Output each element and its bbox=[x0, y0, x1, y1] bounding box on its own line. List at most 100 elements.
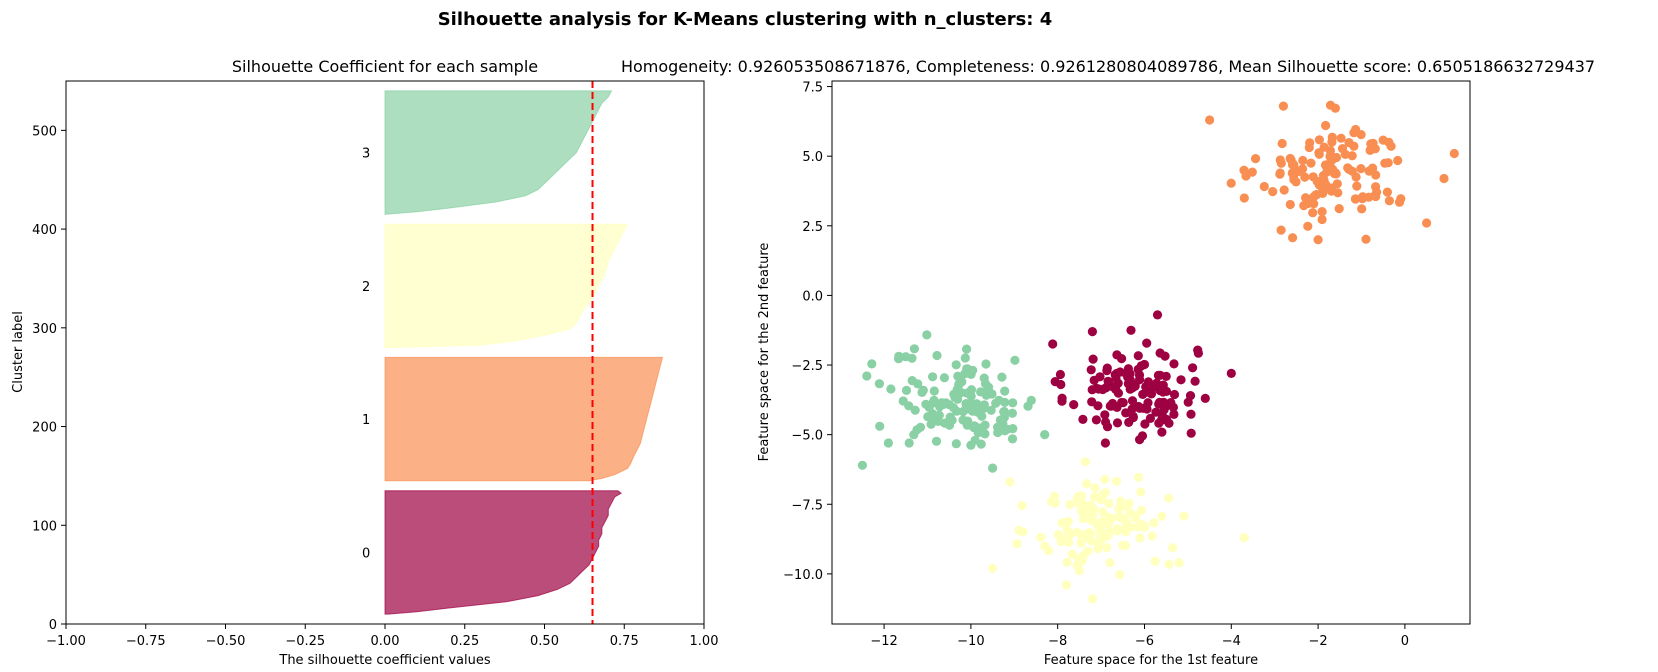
silhouette-y-label: Cluster label bbox=[11, 311, 26, 393]
scatter-point-cluster-0 bbox=[1106, 401, 1116, 411]
scatter-point-cluster-0 bbox=[1101, 417, 1111, 427]
scatter-point-cluster-1 bbox=[1340, 149, 1350, 159]
y-tick-label: 0 bbox=[49, 618, 57, 633]
cluster-label-3: 3 bbox=[362, 147, 370, 162]
scatter-point-cluster-3 bbox=[962, 364, 973, 374]
scatter-point-cluster-1 bbox=[1356, 164, 1366, 174]
scatter-point-cluster-3 bbox=[886, 384, 896, 394]
scatter-point-cluster-1 bbox=[1349, 141, 1359, 151]
scatter-point-cluster-2 bbox=[1095, 517, 1105, 528]
scatter-point-cluster-2 bbox=[1080, 457, 1090, 467]
scatter-point-cluster-1 bbox=[1276, 225, 1286, 235]
scatter-point-cluster-0 bbox=[1069, 400, 1079, 410]
scatter-point-cluster-3 bbox=[901, 352, 911, 362]
scatter-point-cluster-1 bbox=[1308, 208, 1318, 218]
scatter-point-cluster-0 bbox=[1135, 403, 1145, 413]
scatter-point-cluster-1 bbox=[1317, 214, 1327, 225]
scatter-point-cluster-1 bbox=[1317, 183, 1327, 193]
scatter-point-cluster-2 bbox=[1136, 487, 1146, 497]
scatter-point-cluster-2 bbox=[1105, 514, 1115, 524]
scatter-point-cluster-3 bbox=[929, 395, 939, 405]
scatter-point-cluster-2 bbox=[1090, 483, 1100, 493]
silhouette-x-ticks: −1.00 −0.75 −0.50 −0.25 0.00 0.25 0.50 0.75 1.00 bbox=[46, 624, 718, 649]
silhouette-chart: Silhouette Coefficient for each sample 0… bbox=[11, 57, 718, 668]
scatter-point-cluster-1 bbox=[1325, 100, 1336, 110]
scatter-point-cluster-2 bbox=[1082, 479, 1092, 489]
scatter-point-cluster-2 bbox=[1076, 538, 1086, 548]
scatter-point-cluster-1 bbox=[1365, 145, 1375, 155]
scatter-point-cluster-2 bbox=[1063, 516, 1073, 526]
scatter-point-cluster-1 bbox=[1336, 133, 1346, 143]
scatter-point-cluster-2 bbox=[1118, 501, 1128, 511]
scatter-point-cluster-2 bbox=[1135, 533, 1145, 543]
scatter-point-cluster-3 bbox=[986, 405, 996, 415]
scatter-point-cluster-3 bbox=[953, 394, 963, 404]
scatter-point-cluster-0 bbox=[1056, 379, 1066, 390]
silhouette-band-3 bbox=[384, 90, 613, 215]
x-tick-label: 0.00 bbox=[371, 634, 400, 649]
y-tick-label: −7.5 bbox=[791, 498, 823, 513]
scatter-point-cluster-0 bbox=[1091, 415, 1101, 425]
scatter-point-cluster-2 bbox=[1005, 477, 1015, 487]
y-tick-label: 7.5 bbox=[802, 81, 823, 96]
scatter-point-cluster-3 bbox=[875, 421, 885, 431]
scatter-point-cluster-3 bbox=[939, 373, 950, 383]
scatter-point-cluster-1 bbox=[1343, 163, 1353, 173]
scatter-point-cluster-0 bbox=[1169, 359, 1179, 369]
scatter-point-cluster-0 bbox=[1128, 413, 1138, 423]
scatter-point-cluster-3 bbox=[901, 385, 912, 395]
cluster-label-0: 0 bbox=[362, 546, 370, 561]
silhouette-band-0 bbox=[384, 490, 622, 615]
y-tick-label: 100 bbox=[32, 519, 57, 534]
scatter-point-cluster-3 bbox=[1010, 355, 1020, 365]
silhouette-plot-area: 0 1 2 3 bbox=[362, 81, 664, 624]
scatter-point-cluster-1 bbox=[1306, 158, 1316, 168]
scatter-point-cluster-0 bbox=[1091, 383, 1102, 393]
scatter-point-cluster-0 bbox=[1057, 396, 1067, 406]
scatter-point-cluster-2 bbox=[1164, 493, 1174, 503]
scatter-point-cluster-0 bbox=[1102, 363, 1112, 373]
scatter-point-cluster-0 bbox=[1086, 365, 1096, 375]
scatter-point-cluster-0 bbox=[1055, 369, 1065, 380]
scatter-point-cluster-2 bbox=[1150, 556, 1160, 566]
x-tick-label: −0.75 bbox=[126, 634, 166, 649]
scatter-point-cluster-3 bbox=[904, 438, 914, 448]
figure-suptitle: Silhouette analysis for K-Means clusteri… bbox=[438, 9, 1053, 30]
scatter-point-cluster-1 bbox=[1347, 151, 1357, 161]
scatter-point-cluster-3 bbox=[929, 386, 939, 396]
scatter-point-cluster-1 bbox=[1382, 187, 1392, 197]
scatter-point-cluster-3 bbox=[988, 463, 998, 473]
scatter-point-cluster-1 bbox=[1285, 199, 1295, 210]
scatter-x-ticks: −12 −10 −8 −6 −4 −2 0 bbox=[870, 624, 1409, 649]
scatter-point-cluster-0 bbox=[1190, 376, 1200, 386]
scatter-point-cluster-2 bbox=[1105, 558, 1115, 568]
scatter-point-cluster-3 bbox=[951, 360, 961, 370]
scatter-point-cluster-3 bbox=[1007, 408, 1018, 418]
scatter-point-cluster-3 bbox=[939, 399, 949, 409]
scatter-point-cluster-1 bbox=[1351, 172, 1361, 182]
scatter-point-cluster-1 bbox=[1275, 168, 1285, 178]
scatter-point-cluster-3 bbox=[1000, 426, 1010, 436]
scatter-point-cluster-2 bbox=[1102, 543, 1112, 553]
scatter-point-cluster-3 bbox=[898, 396, 908, 406]
scatter-point-cluster-3 bbox=[867, 359, 877, 369]
scatter-point-cluster-1 bbox=[1259, 181, 1269, 192]
scatter-point-cluster-2 bbox=[1067, 549, 1077, 559]
scatter-point-cluster-2 bbox=[1133, 472, 1143, 482]
scatter-point-cluster-0 bbox=[1143, 385, 1153, 395]
scatter-point-cluster-1 bbox=[1303, 198, 1313, 209]
scatter-point-cluster-0 bbox=[1089, 375, 1099, 385]
scatter-point-cluster-3 bbox=[984, 382, 994, 392]
scatter-point-cluster-3 bbox=[922, 330, 932, 340]
scatter-point-cluster-2 bbox=[1044, 546, 1054, 556]
y-tick-label: 2.5 bbox=[802, 220, 823, 235]
scatter-point-cluster-2 bbox=[1014, 525, 1024, 536]
scatter-point-cluster-1 bbox=[1276, 158, 1286, 168]
scatter-point-cluster-0 bbox=[1126, 325, 1136, 335]
scatter-point-cluster-0 bbox=[1088, 354, 1098, 364]
scatter-point-cluster-2 bbox=[1073, 561, 1083, 571]
scatter-point-cluster-0 bbox=[1130, 381, 1140, 391]
scatter-point-cluster-3 bbox=[930, 411, 940, 422]
scatter-chart: Homogeneity: 0.926053508671876, Complete… bbox=[621, 57, 1595, 668]
scatter-point-cluster-1 bbox=[1313, 235, 1323, 245]
